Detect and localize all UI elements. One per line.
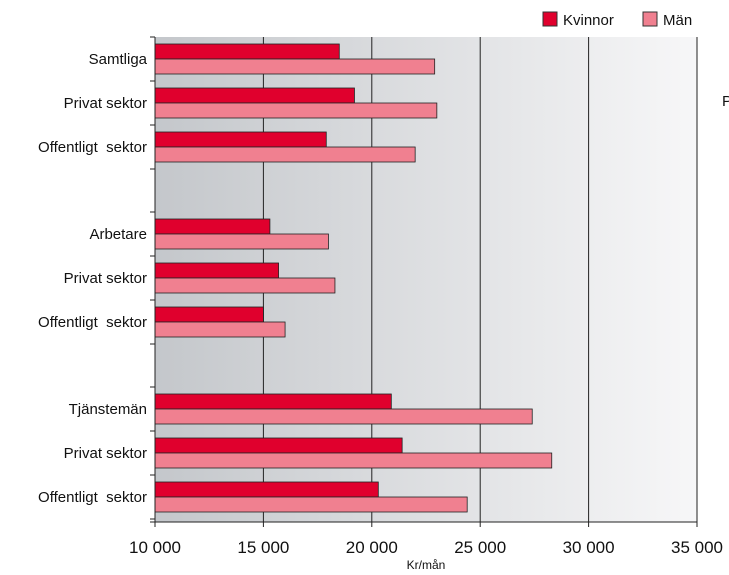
bar-man-2	[154, 146, 416, 163]
category-labels: Samtliga Privat sektor Offentligt sektor Ar…	[38, 51, 148, 506]
bar-kvinnor-5	[154, 306, 264, 323]
category-label-2: Offentligt sektor	[38, 139, 147, 156]
tick-labels: 10 000 15 000 20 000 25 000 30 000 35 000	[129, 538, 723, 557]
bar-man-8	[154, 496, 468, 513]
bar-man-6	[154, 408, 533, 425]
category-label-7: Privat sektor	[64, 445, 147, 462]
legend-label-man: Män	[663, 12, 692, 29]
legend-swatch-man	[642, 11, 658, 27]
bar-man-3	[154, 233, 329, 250]
bar-kvinnor-8	[154, 481, 379, 498]
stray-label: P	[722, 93, 729, 110]
category-label-1: Privat sektor	[64, 95, 147, 112]
x-tick-label-35000: 35 000	[671, 538, 723, 557]
bar-kvinnor-7	[154, 437, 403, 454]
bar-kvinnor-3	[154, 218, 271, 235]
bar-kvinnor-2	[154, 131, 327, 148]
legend-swatch-kvinnor	[542, 11, 558, 27]
axes	[150, 36, 698, 527]
category-label-4: Privat sektor	[64, 270, 147, 287]
x-tick-label-30000: 30 000	[563, 538, 615, 557]
category-label-0: Samtliga	[89, 51, 148, 68]
category-label-6: Tjänstemän	[69, 401, 147, 418]
legend-label-kvinnor: Kvinnor	[563, 12, 614, 29]
x-tick-label-10000: 10 000	[129, 538, 181, 557]
x-axis-title: Kr/mån	[407, 558, 446, 572]
bar-man-5	[154, 321, 286, 338]
x-tick-label-25000: 25 000	[454, 538, 506, 557]
bars	[154, 43, 553, 513]
bar-man-7	[154, 452, 553, 469]
bar-kvinnor-6	[154, 393, 392, 410]
bar-man-1	[154, 102, 438, 119]
x-tick-label-20000: 20 000	[346, 538, 398, 557]
category-label-5: Offentligt sektor	[38, 314, 147, 331]
bar-kvinnor-0	[154, 43, 340, 60]
bar-man-4	[154, 277, 336, 294]
category-label-3: Arbetare	[89, 226, 147, 243]
x-tick-label-15000: 15 000	[237, 538, 289, 557]
bar-kvinnor-1	[154, 87, 355, 104]
legend: Kvinnor Män	[542, 11, 692, 29]
category-label-8: Offentligt sektor	[38, 489, 147, 506]
bar-man-0	[154, 58, 436, 75]
bar-kvinnor-4	[154, 262, 279, 279]
